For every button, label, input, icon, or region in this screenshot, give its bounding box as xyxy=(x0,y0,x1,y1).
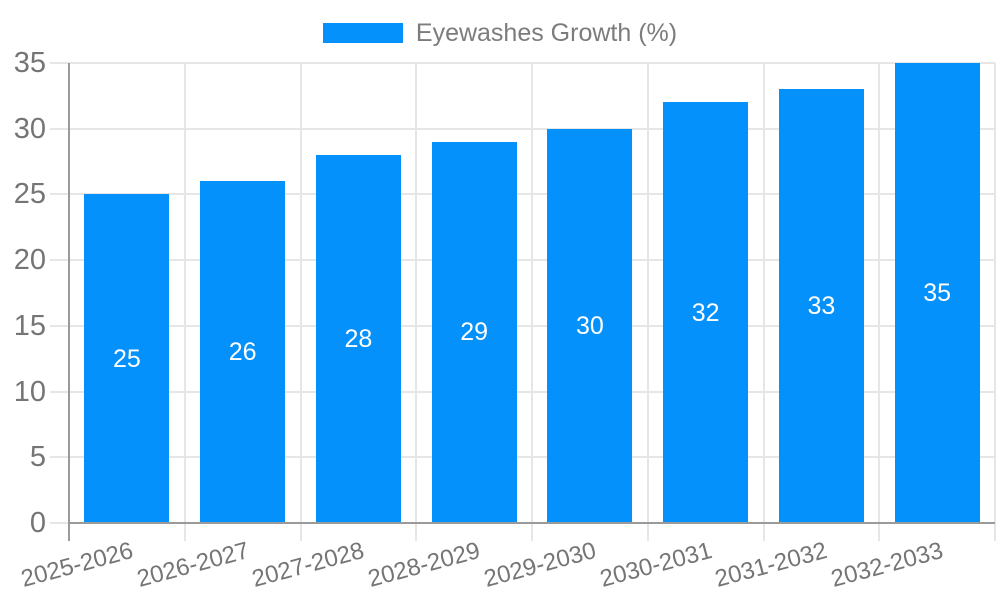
bar-value-label: 26 xyxy=(228,338,257,367)
x-axis-line xyxy=(67,521,995,525)
gridline-horizontal xyxy=(50,193,995,196)
bar xyxy=(431,141,517,523)
gridline-horizontal xyxy=(50,390,995,393)
gridline-horizontal xyxy=(50,127,995,130)
gridline-horizontal xyxy=(50,62,995,64)
bar-value-label: 35 xyxy=(923,279,952,307)
gridline-vertical xyxy=(531,63,533,541)
y-axis-line xyxy=(67,63,71,541)
y-tick-label: 20 xyxy=(13,244,46,277)
gridline-vertical xyxy=(299,63,302,541)
gridline-horizontal xyxy=(50,259,995,262)
y-tick-label: 0 xyxy=(29,507,46,539)
bar xyxy=(894,63,980,523)
bar xyxy=(84,194,170,523)
bar-value-label: 32 xyxy=(691,298,720,327)
bar-value-label: 33 xyxy=(807,292,836,321)
bar xyxy=(547,128,633,523)
y-tick-label: 30 xyxy=(13,112,46,145)
bar-value-label: 30 xyxy=(575,311,604,340)
gridline-vertical xyxy=(415,63,418,541)
bar xyxy=(778,89,864,523)
y-tick-label: 5 xyxy=(29,441,46,474)
y-axis-tick xyxy=(50,522,69,524)
y-tick-label: 25 xyxy=(13,178,46,211)
y-tick-label: 35 xyxy=(13,47,46,79)
bar xyxy=(200,181,286,523)
gridline-vertical xyxy=(762,63,765,541)
bar-value-label: 28 xyxy=(344,325,373,353)
legend-item[interactable]: Eyewashes Growth (%) xyxy=(0,20,1000,46)
gridline-vertical xyxy=(646,63,649,541)
gridline-horizontal xyxy=(50,456,995,459)
gridline-vertical xyxy=(183,63,186,541)
gridline-vertical xyxy=(878,63,881,541)
legend-label: Eyewashes Growth (%) xyxy=(415,19,678,47)
gridline-horizontal xyxy=(50,324,995,327)
bar xyxy=(315,155,401,523)
bar-value-label: 29 xyxy=(460,318,489,347)
y-tick-label: 15 xyxy=(13,309,46,342)
bar xyxy=(663,102,749,523)
y-tick-label: 10 xyxy=(13,375,46,408)
bar-value-label: 25 xyxy=(112,344,141,373)
gridline-vertical xyxy=(994,63,996,541)
legend-swatch xyxy=(322,23,403,43)
